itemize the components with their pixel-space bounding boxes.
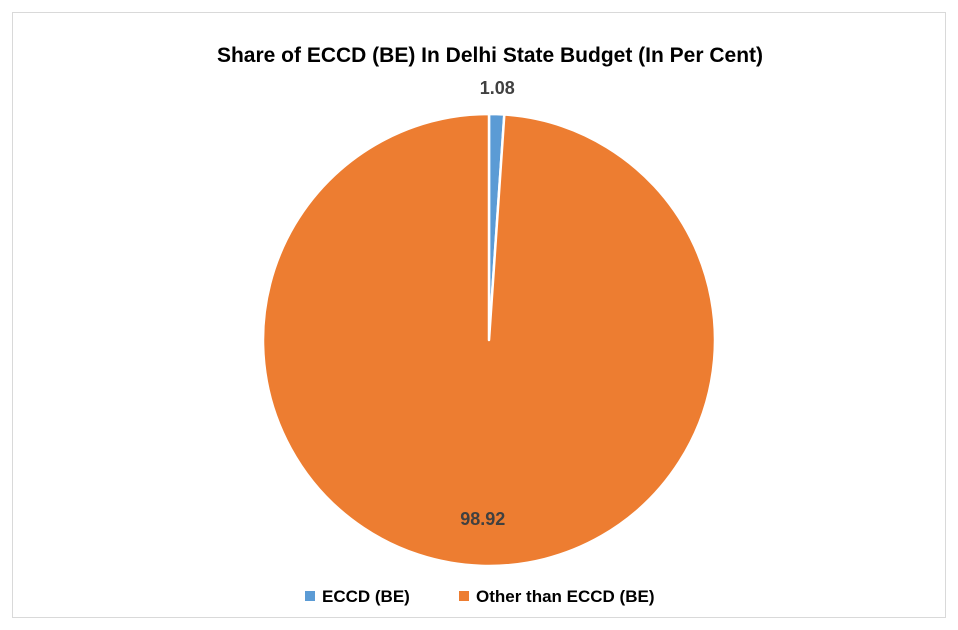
data-label-eccd-be: 1.08 bbox=[480, 78, 515, 98]
pie-slice-other-than-eccd-be bbox=[261, 112, 717, 568]
pie-slices bbox=[261, 112, 717, 568]
data-label-other-than-eccd-be: 98.92 bbox=[460, 509, 505, 529]
legend-swatch-other-than-eccd-be bbox=[459, 591, 469, 601]
legend: ECCD (BE) Other than ECCD (BE) bbox=[305, 587, 655, 606]
legend-label-eccd-be: ECCD (BE) bbox=[322, 587, 410, 606]
data-labels: 1.08 98.92 bbox=[460, 78, 515, 529]
legend-label-other-than-eccd-be: Other than ECCD (BE) bbox=[476, 587, 655, 606]
chart-title: Share of ECCD (BE) In Delhi State Budget… bbox=[217, 44, 763, 67]
legend-swatch-eccd-be bbox=[305, 591, 315, 601]
